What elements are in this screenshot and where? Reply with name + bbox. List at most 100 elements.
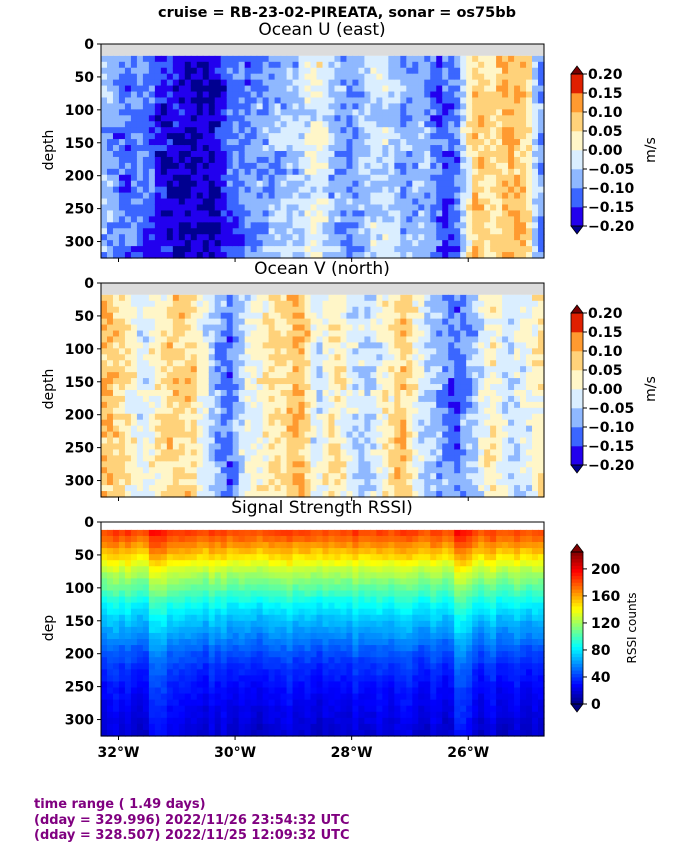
- heatmap-cell: [244, 145, 252, 152]
- heatmap-cell: [268, 461, 276, 468]
- heatmap-cell: [250, 354, 258, 361]
- heatmap-cell: [442, 372, 449, 379]
- heatmap-cell: [101, 216, 108, 223]
- heatmap-cell: [346, 372, 354, 379]
- heatmap-cell: [448, 204, 455, 212]
- heatmap-cell: [190, 91, 198, 99]
- heatmap-cell: [328, 145, 336, 152]
- heatmap-cell: [466, 336, 473, 344]
- heatmap-cell: [364, 55, 371, 63]
- heatmap-cell: [220, 192, 228, 200]
- heatmap-cell: [340, 91, 348, 99]
- heatmap-cell: [406, 55, 413, 63]
- heatmap-cell: [286, 73, 294, 81]
- heatmap-cell: [316, 228, 324, 235]
- heatmap-cell: [502, 73, 509, 81]
- colorbar-segment: [571, 74, 583, 94]
- heatmap-cell: [250, 186, 258, 194]
- heatmap-cell: [514, 180, 521, 188]
- heatmap-cell: [352, 378, 360, 385]
- heatmap-cell: [358, 491, 366, 498]
- heatmap-cell: [274, 491, 282, 498]
- heatmap-cell: [508, 348, 515, 355]
- heatmap-cell: [412, 156, 419, 164]
- heatmap-cell: [334, 336, 342, 344]
- heatmap-cell: [148, 186, 156, 194]
- heatmap-cell: [472, 360, 479, 367]
- heatmap-cell: [328, 204, 336, 212]
- heatmap-cell: [202, 192, 210, 200]
- heatmap-cell: [316, 348, 324, 355]
- heatmap-cell: [370, 360, 377, 367]
- heatmap-cell: [352, 485, 360, 492]
- heatmap-cell: [442, 437, 449, 445]
- heatmap-cell: [418, 354, 425, 361]
- heatmap-cell: [160, 473, 168, 480]
- heatmap-cell: [394, 91, 401, 99]
- heatmap-cell: [172, 91, 180, 99]
- heatmap-cell: [256, 109, 264, 116]
- heatmap-cell: [448, 97, 455, 105]
- heatmap-cell: [298, 162, 306, 170]
- heatmap-cell: [148, 97, 156, 105]
- heatmap-cell: [382, 162, 389, 170]
- heatmap-cell: [436, 228, 443, 235]
- heatmap-cell: [478, 318, 485, 326]
- heatmap-cell: [466, 109, 473, 116]
- heatmap-cell: [286, 348, 294, 355]
- heatmap-cell: [400, 395, 407, 403]
- heatmap-cell: [298, 222, 306, 229]
- heatmap-cell: [412, 467, 419, 474]
- heatmap-cell: [262, 156, 270, 164]
- heatmap-cell: [328, 437, 336, 445]
- heatmap-cell: [514, 312, 521, 320]
- heatmap-cell: [514, 145, 521, 152]
- heatmap-cell: [124, 97, 132, 105]
- heatmap-cell: [340, 121, 348, 128]
- heatmap-cell: [244, 216, 252, 223]
- heatmap-cell: [520, 156, 527, 164]
- heatmap-cell: [250, 455, 258, 462]
- heatmap-cell: [256, 198, 264, 206]
- heatmap-cell: [262, 389, 270, 397]
- heatmap-cell: [454, 389, 461, 397]
- heatmap-cell: [436, 162, 443, 170]
- heatmap-cell: [124, 443, 132, 451]
- heatmap-cell: [160, 91, 168, 99]
- heatmap-cell: [340, 73, 348, 81]
- heatmap-cell: [406, 491, 413, 498]
- heatmap-cell: [328, 109, 336, 116]
- heatmap-cell: [418, 222, 425, 229]
- heatmap-cell: [382, 395, 389, 403]
- heatmap-cell: [442, 449, 449, 456]
- heatmap-cell: [454, 467, 461, 474]
- heatmap-cell: [334, 156, 342, 164]
- heatmap-cell: [442, 342, 449, 349]
- heatmap-cell: [424, 461, 431, 468]
- heatmap-cell: [142, 162, 150, 170]
- heatmap-cell: [448, 145, 455, 152]
- heatmap-cell: [538, 228, 545, 235]
- heatmap-cell: [196, 127, 204, 134]
- heatmap-cell: [442, 324, 449, 332]
- heatmap-cell: [106, 342, 114, 349]
- heatmap-cell: [334, 150, 342, 158]
- heatmap-cell: [118, 127, 126, 134]
- heatmap-cell: [172, 204, 180, 212]
- heatmap-cell: [490, 461, 497, 468]
- heatmap-cell: [376, 222, 383, 229]
- heatmap-cell: [208, 401, 216, 409]
- heatmap-cell: [256, 139, 264, 146]
- heatmap-cell: [424, 252, 431, 259]
- heatmap-cell: [172, 395, 180, 403]
- heatmap-cell: [232, 425, 240, 433]
- heatmap-cell: [136, 73, 144, 81]
- heatmap-cell: [316, 85, 324, 93]
- heatmap-cell: [520, 234, 527, 241]
- heatmap-cell: [214, 168, 222, 176]
- heatmap-cell: [136, 300, 144, 308]
- heatmap-cell: [190, 186, 198, 194]
- heatmap-cell: [262, 395, 270, 403]
- heatmap-cell: [322, 336, 330, 344]
- heatmap-cell: [424, 407, 431, 415]
